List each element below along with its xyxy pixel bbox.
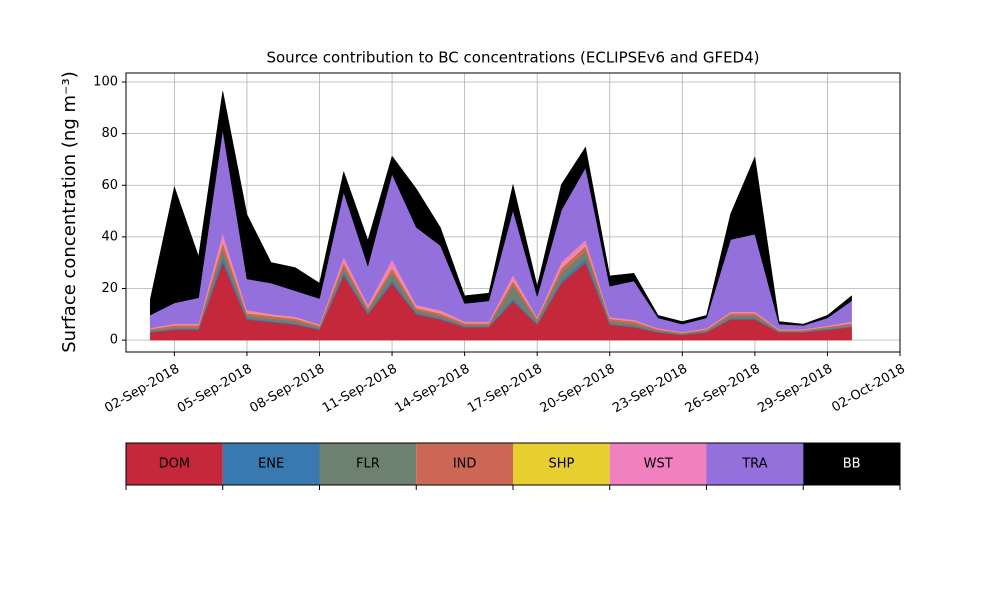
legend-label: DOM <box>159 457 190 472</box>
legend-label: WST <box>644 457 673 472</box>
legend-swatch <box>706 443 804 485</box>
legend-swatch <box>222 443 320 485</box>
x-tick-label: 29-Sep-2018 <box>755 362 835 417</box>
legend-label: IND <box>453 457 477 472</box>
x-tick-label: 14-Sep-2018 <box>393 362 473 417</box>
x-tick-label: 02-Sep-2018 <box>102 362 182 417</box>
x-tick-label: 05-Sep-2018 <box>175 362 255 417</box>
area <box>149 91 852 326</box>
y-axis-label: Surface concentration (ng m⁻³) <box>59 71 80 353</box>
x-tick-label: 11-Sep-2018 <box>320 362 400 417</box>
y-tick-label: 40 <box>101 229 118 244</box>
chart-title: Source contribution to BC concentrations… <box>266 49 759 67</box>
y-tick-label: 60 <box>101 178 118 193</box>
legend-swatch <box>416 443 513 485</box>
legend-swatch <box>513 443 610 485</box>
legend-label: ENE <box>258 457 284 472</box>
legend-label: TRA <box>741 457 767 472</box>
y-tick-label: 80 <box>101 126 118 141</box>
y-tick-label: 20 <box>101 281 118 296</box>
legend-swatch <box>319 443 417 485</box>
legend-swatch <box>803 443 900 485</box>
x-tick-label: 02-Oct-2018 <box>829 362 907 416</box>
x-tick-label: 26-Sep-2018 <box>683 362 763 417</box>
x-tick-label: 17-Sep-2018 <box>465 362 545 417</box>
legend-swatch <box>126 443 223 485</box>
legend-label: SHP <box>548 457 574 472</box>
x-tick-label: 08-Sep-2018 <box>247 362 327 417</box>
legend-swatch <box>609 443 707 485</box>
y-tick-label: 0 <box>110 333 118 348</box>
x-tick-label: 20-Sep-2018 <box>538 362 618 417</box>
x-tick-label: 23-Sep-2018 <box>610 362 690 417</box>
plot-frame <box>125 72 901 353</box>
y-tick-label: 100 <box>93 75 118 90</box>
legend-label: FLR <box>356 457 380 472</box>
legend-label: BB <box>843 457 861 472</box>
